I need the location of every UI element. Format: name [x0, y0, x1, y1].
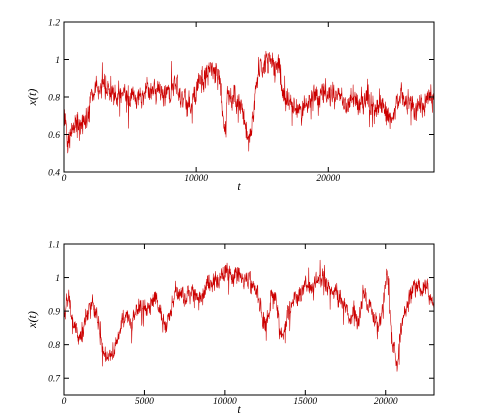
- series-line: [64, 259, 434, 372]
- series-line: [64, 50, 434, 154]
- x-tick-label: 20000: [374, 397, 398, 407]
- x-tick-label: 10000: [213, 397, 237, 407]
- y-tick-label: 0.9: [48, 308, 60, 318]
- y-tick-label: 0.7: [48, 375, 61, 385]
- plot-frame: [63, 243, 435, 396]
- chart-bottom: 0 5000 10000 15000 20000 0.7 0.8 0.9 1 1.1 t x(t): [25, 241, 435, 413]
- y-axis-label: x(t): [25, 311, 39, 329]
- x-tick-label: 0: [62, 397, 67, 407]
- x-axis-label: t: [237, 179, 241, 193]
- y-tick-label: 0.8: [48, 341, 60, 351]
- y-tick-label: 0.6: [48, 131, 60, 141]
- x-tick-label: 10000: [184, 174, 208, 184]
- y-tick-label: 0.8: [48, 94, 60, 104]
- y-tick-label: 1: [55, 56, 60, 66]
- y-tick-label: 1.2: [48, 19, 60, 29]
- chart-top: 0 10000 20000 0.4 0.6 0.8 1 1.2 t x(t): [25, 19, 435, 193]
- y-tick-label: 1.1: [48, 241, 60, 251]
- x-axis-label: t: [237, 402, 241, 413]
- y-tick-label: 0.4: [48, 169, 60, 179]
- x-tick-label: 20000: [316, 174, 340, 184]
- y-tick-label: 1: [55, 274, 60, 284]
- x-tick-label: 15000: [293, 397, 317, 407]
- x-tick-label: 5000: [135, 397, 154, 407]
- y-axis-label: x(t): [25, 89, 39, 107]
- x-tick-label: 0: [62, 174, 67, 184]
